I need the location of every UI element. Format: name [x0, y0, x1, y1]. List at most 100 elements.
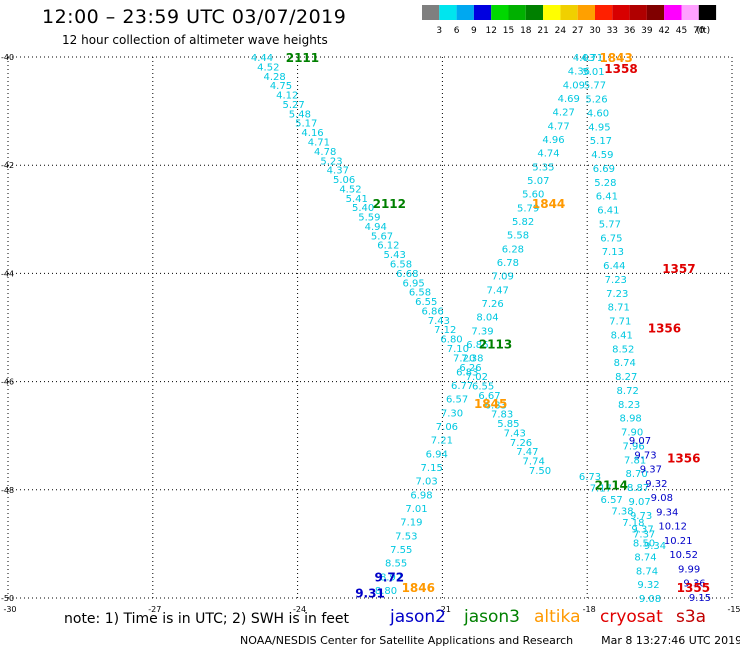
wave-height-value: 7.21 — [431, 436, 453, 447]
wave-height-value: 6.83 — [456, 367, 478, 378]
wave-height-value: 7.19 — [400, 518, 422, 529]
wave-height-value: 9.73 — [634, 450, 656, 461]
wave-height-value: 10.52 — [669, 550, 698, 561]
pass-number-label: 1356 — [667, 451, 700, 465]
wave-height-value: 10.21 — [664, 536, 693, 547]
wave-height-value: 8.74 — [634, 552, 656, 563]
wave-height-value: 4.74 — [537, 149, 559, 160]
wave-height-value: 4.16 — [301, 128, 323, 139]
wave-height-value: 4.27 — [553, 108, 575, 119]
footer-org: NOAA/NESDIS Center for Satellite Applica… — [240, 634, 574, 647]
wave-height-value: 7.10 — [447, 344, 469, 355]
pass-number-label: 2114 — [595, 478, 628, 492]
wave-height-value: 8.71 — [608, 303, 630, 314]
pass-number-label: 1843 — [599, 51, 632, 65]
wave-height-value: 6.98 — [410, 490, 432, 501]
wave-height-value: 6.95 — [403, 278, 425, 289]
wave-height-value: 9.34 — [656, 507, 678, 518]
wave-height-value: 9.36 — [683, 579, 705, 590]
wave-height-value: 6.73 — [579, 472, 601, 483]
wave-height-value: 7.17 — [590, 484, 612, 495]
colorbar-swatch — [698, 5, 717, 20]
wave-height-value: 6.80 — [440, 335, 462, 346]
latitude-tick-label: -48 — [1, 486, 14, 495]
wave-height-value: 4.75 — [270, 81, 292, 92]
wave-height-value: 7.39 — [471, 326, 493, 337]
wave-height-value: 7.55 — [390, 545, 412, 556]
footer-credit: NOAA/NESDIS Center for Satellite Applica… — [240, 634, 740, 647]
satellite-legend-s3a: s3a — [676, 607, 707, 627]
colorbar-swatch — [508, 5, 526, 20]
wave-height-value: 4.95 — [588, 122, 610, 133]
wave-height-value: 8.92 — [380, 572, 402, 583]
map-subtitle: 12 hour collection of altimeter wave hei… — [62, 33, 328, 47]
wave-height-value: 7.43 — [428, 316, 450, 327]
colorbar-swatch — [646, 5, 665, 20]
wave-height-value: 9.32 — [645, 479, 667, 490]
wave-height-value: 9.32 — [637, 580, 659, 591]
wave-height-value: 6.78 — [497, 258, 519, 269]
wave-height-value: 7.26 — [481, 299, 503, 310]
wave-height-value: 7.15 — [421, 463, 443, 474]
wave-height-value: 6.41 — [597, 206, 619, 217]
longitude-tick-label: -21 — [438, 605, 451, 614]
wave-height-value: 9.15 — [689, 593, 711, 604]
wave-height-value: 8.70 — [625, 469, 647, 480]
wave-height-value: 4.94 — [365, 222, 387, 233]
wave-height-value: 5.85 — [497, 419, 519, 430]
wave-height-value: 7.13 — [602, 247, 624, 258]
wave-height-value: 5.28 — [594, 178, 616, 189]
wave-height-value: 4.60 — [587, 108, 609, 119]
wave-height-value: 5.59 — [358, 213, 380, 224]
wave-height-value: 4.52 — [257, 62, 279, 73]
pass-number-label: 1846 — [402, 581, 435, 595]
wave-height-value: 7.12 — [434, 325, 456, 336]
wave-height-value: 9.99 — [678, 564, 700, 575]
colorbar-swatch — [577, 5, 595, 20]
colorbar-tick-label: 70 — [693, 26, 705, 36]
wave-height-value: 5.43 — [384, 250, 406, 261]
satellite-legend-altika: altika — [534, 607, 581, 627]
wave-height-value: 4.77 — [547, 121, 569, 132]
colorbar-tick-label: 21 — [537, 26, 548, 36]
satellite-legend-jason2: jason2 — [390, 607, 446, 627]
pass-number-label: 1356 — [648, 322, 681, 336]
wave-height-value: 6.55 — [472, 382, 494, 393]
pass-number-label: 1358 — [604, 62, 637, 76]
wave-height-value: 4.78 — [314, 147, 336, 158]
colorbar-swatch — [456, 5, 474, 20]
wave-height-tracks: 4.444.524.284.754.125.275.485.174.164.71… — [251, 53, 711, 605]
wave-height-value: 7.81 — [624, 455, 646, 466]
satellite-legend-jason3: jason3 — [464, 607, 520, 627]
map-axes: -30 -27 -24 -21 -18 -15 -40 -42 -44 -46 -48 -50 — [1, 53, 740, 614]
wave-height-value: 9.07 — [628, 497, 650, 508]
colorbar-swatch — [612, 5, 630, 20]
colorbar-swatch — [560, 5, 578, 20]
wave-height-value: 6.44 — [603, 261, 625, 272]
wave-height-value: 4.52 — [339, 184, 361, 195]
wave-height-value: 7.01 — [405, 504, 427, 515]
longitude-tick-label: -24 — [293, 605, 306, 614]
wave-height-value: 5.06 — [333, 175, 355, 186]
latitude-tick-label: -50 — [1, 594, 14, 603]
wave-height-value: 6.94 — [426, 449, 448, 460]
colorbar-tick-label: 15 — [503, 26, 514, 36]
colorbar-swatch — [595, 5, 613, 20]
wave-height-value: 7.30 — [441, 408, 463, 419]
wave-height-value: 8.72 — [617, 386, 639, 397]
wave-height-value: 6.86 — [421, 306, 443, 317]
wave-height-value: 6.68 — [396, 269, 418, 280]
colorbar-swatch — [629, 5, 647, 20]
latitude-tick-label: -40 — [1, 53, 14, 62]
colorbar-tick-label: 6 — [454, 26, 460, 36]
wave-height-value: 4.59 — [591, 150, 613, 161]
wave-height-value: 9.08 — [651, 493, 673, 504]
colorbar-swatch — [473, 5, 492, 20]
pass-number-label: 1844 — [532, 197, 565, 211]
pass-number-label: 9.31 — [355, 587, 385, 601]
longitude-tick-label: -27 — [148, 605, 161, 614]
wave-height-value: 6.58 — [390, 260, 412, 271]
wave-height-value: 8.50 — [633, 539, 655, 550]
wave-height-value: 7.47 — [487, 285, 509, 296]
wave-height-value: 7.53 — [395, 531, 417, 542]
